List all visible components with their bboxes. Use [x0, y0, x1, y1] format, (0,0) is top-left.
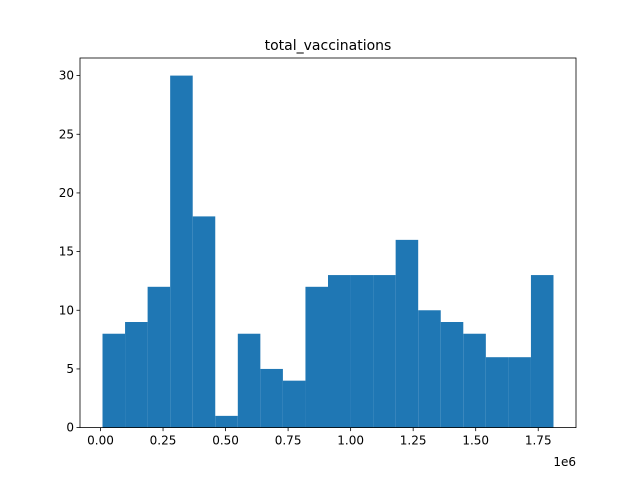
histogram-bar-11 [328, 275, 351, 428]
histogram-bar-4 [170, 75, 193, 428]
x-tick-label: 0.25 [150, 434, 177, 448]
histogram-bar-6 [215, 415, 238, 428]
x-tick-label: 0.00 [87, 434, 114, 448]
x-tick-label: 1.50 [462, 434, 489, 448]
histogram-bar-5 [192, 216, 216, 428]
y-tick-label: 20 [59, 186, 74, 200]
histogram-bar-10 [305, 286, 328, 428]
histogram-bar-12 [350, 275, 374, 428]
chart-title: total_vaccinations [265, 38, 392, 54]
histogram-bar-7 [237, 333, 261, 428]
x-tick-label: 0.75 [275, 434, 302, 448]
x-axis: 0.00 0.25 0.50 0.75 1.00 1.25 1.50 1.75 [87, 427, 552, 448]
x-tick-label: 0.50 [212, 434, 239, 448]
histogram-bar-9 [282, 380, 306, 428]
histogram-bar-16 [440, 322, 464, 428]
y-tick-label: 30 [59, 69, 74, 83]
bars-group [102, 75, 554, 428]
x-tick-label: 1.00 [337, 434, 364, 448]
x-offset-label: 1e6 [553, 455, 576, 469]
histogram-bar-17 [463, 333, 486, 428]
histogram-bar-15 [418, 310, 441, 428]
y-axis: 0 5 10 15 20 25 30 [59, 69, 80, 435]
histogram-bar-2 [125, 322, 148, 428]
plot-frame [79, 57, 577, 429]
x-tick-label: 1.75 [525, 434, 552, 448]
histogram-bar-3 [147, 286, 171, 428]
histogram-bar-8 [260, 368, 283, 428]
y-tick-label: 5 [66, 362, 74, 376]
histogram-bar-19 [508, 357, 531, 428]
histogram-bar-14 [395, 239, 419, 428]
y-tick-label: 15 [59, 245, 74, 259]
y-tick-label: 10 [59, 303, 74, 317]
x-tick-label: 1.25 [400, 434, 427, 448]
histogram-bar-1 [102, 333, 126, 428]
histogram-bar-13 [373, 275, 396, 428]
y-tick-label: 25 [59, 127, 74, 141]
histogram-bar-20 [530, 275, 554, 428]
histogram-bar-18 [485, 357, 509, 428]
y-tick-label: 0 [66, 421, 74, 435]
